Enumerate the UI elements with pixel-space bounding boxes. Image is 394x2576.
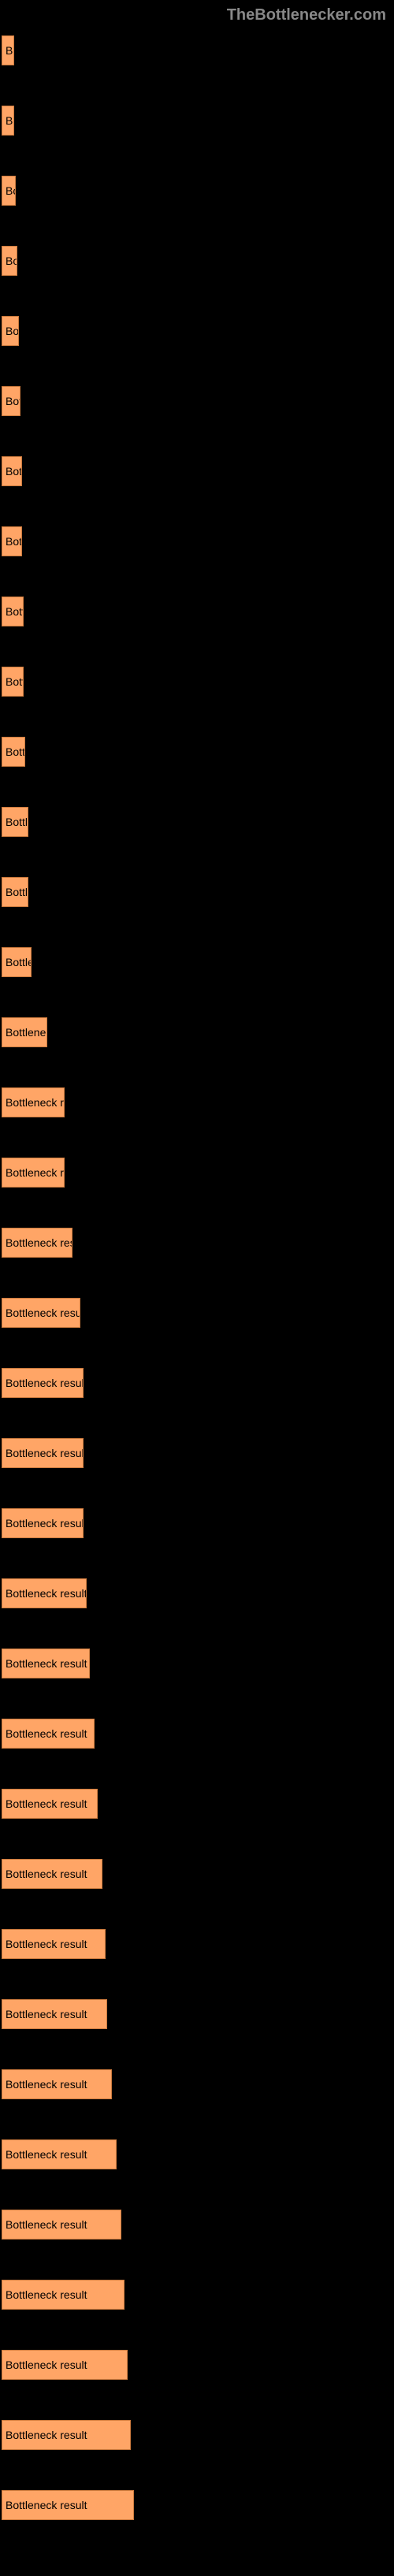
bar-row: Bottleneck result [2, 597, 394, 626]
chart-bar: Bottleneck result [2, 35, 14, 65]
chart-bar: Bottleneck result [2, 1719, 95, 1749]
bar-row: Bottleneck result [2, 1929, 394, 1959]
bar-row: Bottleneck result [2, 2490, 394, 2520]
chart-bar: Bottleneck result [2, 106, 14, 136]
chart-bar: Bottleneck result [2, 526, 22, 556]
bar-row: Bottleneck result [2, 1508, 394, 1538]
chart-bar: Bottleneck result [2, 597, 24, 626]
chart-bar: Bottleneck result [2, 1438, 84, 1468]
bar-row: Bottleneck result [2, 877, 394, 907]
chart-bar: Bottleneck result [2, 2139, 117, 2169]
chart-bar: Bottleneck result [2, 176, 16, 206]
bar-row: Bottleneck result [2, 2280, 394, 2310]
bar-row: Bottleneck result [2, 1438, 394, 1468]
bar-row: Bottleneck result [2, 1228, 394, 1258]
chart-bar: Bottleneck result [2, 1298, 80, 1328]
chart-bar: Bottleneck result [2, 386, 20, 416]
chart-bar: Bottleneck result [2, 2420, 131, 2450]
chart-bar: Bottleneck result [2, 2069, 112, 2099]
bar-row: Bottleneck result [2, 2069, 394, 2099]
chart-bar: Bottleneck result [2, 246, 17, 276]
bar-row: Bottleneck result [2, 737, 394, 767]
bar-row: Bottleneck result [2, 1087, 394, 1117]
chart-bar: Bottleneck result [2, 2350, 128, 2380]
chart-bar: Bottleneck result [2, 947, 32, 977]
chart-bar: Bottleneck result [2, 1087, 65, 1117]
bar-row: Bottleneck result [2, 106, 394, 136]
bar-row: Bottleneck result [2, 2350, 394, 2380]
bar-chart: Bottleneck result Bottleneck result Bottle… [0, 0, 394, 2576]
chart-bar: Bottleneck result [2, 877, 28, 907]
bar-row: Bottleneck result [2, 1158, 394, 1188]
bar-row: Bottleneck result [2, 807, 394, 837]
bar-row: Bottleneck result [2, 1789, 394, 1819]
chart-bar: Bottleneck result [2, 1999, 107, 2029]
bar-row: Bottleneck result [2, 316, 394, 346]
bar-row: Bottleneck result [2, 1859, 394, 1889]
chart-bar: Bottleneck result [2, 1228, 72, 1258]
chart-bar: Bottleneck result [2, 737, 25, 767]
chart-bar: Bottleneck result [2, 1017, 47, 1047]
chart-bar: Bottleneck result [2, 1158, 65, 1188]
bar-row: Bottleneck result [2, 176, 394, 206]
chart-bar: Bottleneck result [2, 1368, 84, 1398]
bar-row: Bottleneck result [2, 1017, 394, 1047]
bar-row: Bottleneck result [2, 947, 394, 977]
bar-row: Bottleneck result [2, 667, 394, 697]
chart-bar: Bottleneck result [2, 1929, 106, 1959]
chart-bar: Bottleneck result [2, 456, 22, 486]
bar-row: Bottleneck result [2, 1368, 394, 1398]
chart-bar: Bottleneck result [2, 2210, 121, 2240]
bar-row: Bottleneck result [2, 386, 394, 416]
chart-bar: Bottleneck result [2, 316, 19, 346]
bar-row: Bottleneck result [2, 1719, 394, 1749]
chart-bar: Bottleneck result [2, 2280, 125, 2310]
bar-row: Bottleneck result [2, 35, 394, 65]
bar-row: Bottleneck result [2, 1649, 394, 1678]
bar-row: Bottleneck result [2, 1578, 394, 1608]
chart-bar: Bottleneck result [2, 1649, 90, 1678]
bar-row: Bottleneck result [2, 1999, 394, 2029]
bar-row: Bottleneck result [2, 456, 394, 486]
bar-row: Bottleneck result [2, 246, 394, 276]
chart-bar: Bottleneck result [2, 2490, 134, 2520]
chart-bar: Bottleneck result [2, 1859, 102, 1889]
chart-bar: Bottleneck result [2, 1789, 98, 1819]
bar-row: Bottleneck result [2, 1298, 394, 1328]
bar-row: Bottleneck result [2, 2139, 394, 2169]
chart-bar: Bottleneck result [2, 1578, 87, 1608]
watermark-text: TheBottlenecker.com [227, 6, 386, 24]
bar-row: Bottleneck result [2, 2420, 394, 2450]
bar-row: Bottleneck result [2, 526, 394, 556]
chart-bar: Bottleneck result [2, 667, 24, 697]
chart-bar: Bottleneck result [2, 807, 28, 837]
chart-bar: Bottleneck result [2, 1508, 84, 1538]
bar-row: Bottleneck result [2, 2210, 394, 2240]
